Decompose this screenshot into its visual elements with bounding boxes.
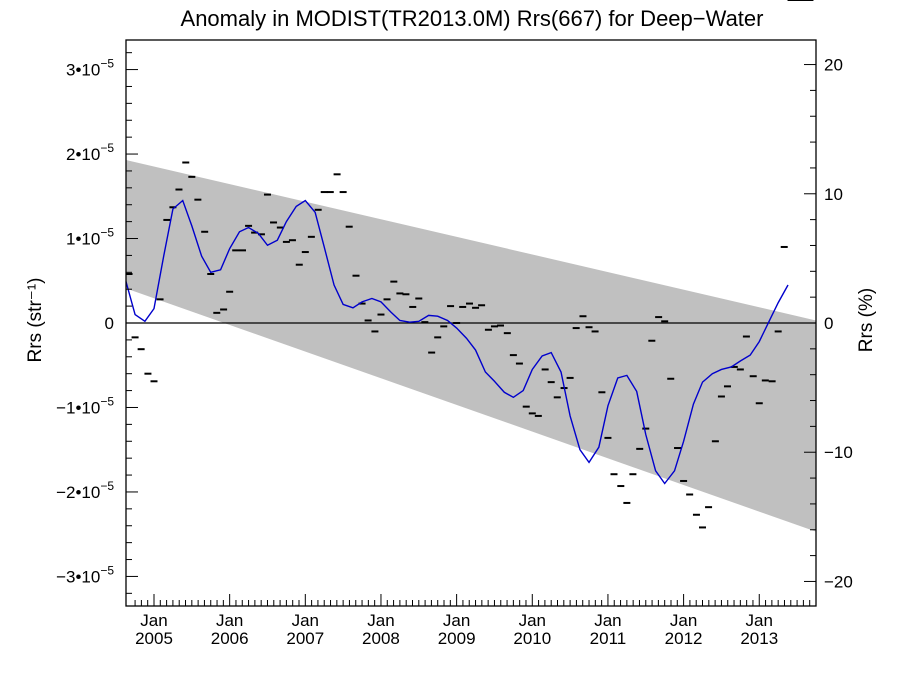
x-tick-label-year: 2010 <box>513 629 551 648</box>
smoothed-line-group <box>125 199 789 485</box>
x-tick-label-month: Jan <box>594 611 621 630</box>
y-tick-label-right: −10 <box>824 443 853 462</box>
x-tick-label-month: Jan <box>670 611 697 630</box>
x-tick-label-year: 2013 <box>740 629 778 648</box>
y-tick-label-left: −2•10−5 <box>56 479 114 502</box>
y-tick-label-left: 0 <box>105 314 114 333</box>
x-tick-label-year: 2008 <box>362 629 400 648</box>
tick-labels-group: 3•10−5 2•10−5 1•10−5 0 −1•10−5 −2•10−5 −3•10−5… <box>56 56 853 648</box>
y-tick-label-left: 2•10−5 <box>66 141 114 164</box>
x-tick-label-month: Jan <box>216 611 243 630</box>
x-tick-label-month: Jan <box>519 611 546 630</box>
y-tick-label-right: 20 <box>824 56 843 75</box>
x-tick-label-year: 2005 <box>135 629 173 648</box>
x-tick-label-month: Jan <box>367 611 394 630</box>
y-tick-label-left: 3•10−5 <box>66 57 114 80</box>
x-tick-label-month: Jan <box>292 611 319 630</box>
trend-band <box>126 159 816 532</box>
x-tick-label-year: 2009 <box>438 629 476 648</box>
plot-frame-group <box>125 39 817 607</box>
x-tick-label-year: 2011 <box>590 629 627 648</box>
y-tick-label-left: −3•10−5 <box>56 563 114 586</box>
y-tick-label-right: 0 <box>824 314 833 333</box>
y-axis-label-right: Rrs (%) <box>856 288 877 352</box>
x-tick-label-month: Jan <box>746 611 773 630</box>
y-tick-label-left: 1•10−5 <box>66 226 114 249</box>
y-axis-label-left: Rrs (str⁻¹) <box>25 278 46 363</box>
x-tick-label-month: Jan <box>140 611 167 630</box>
chart-title: Anomaly in MODIST(TR2013.0M) Rrs(667) fo… <box>181 6 764 31</box>
x-tick-label-year: 2007 <box>286 629 324 648</box>
y-tick-label-left: −1•10−5 <box>56 394 114 417</box>
y-tick-label-right: 10 <box>824 185 843 204</box>
trend-band-group <box>126 159 816 532</box>
y-tick-label-right: −20 <box>824 572 853 591</box>
smoothed-line <box>125 199 789 485</box>
x-tick-label-year: 2012 <box>665 629 703 648</box>
x-tick-label-month: Jan <box>443 611 470 630</box>
x-tick-label-year: 2006 <box>211 629 249 648</box>
